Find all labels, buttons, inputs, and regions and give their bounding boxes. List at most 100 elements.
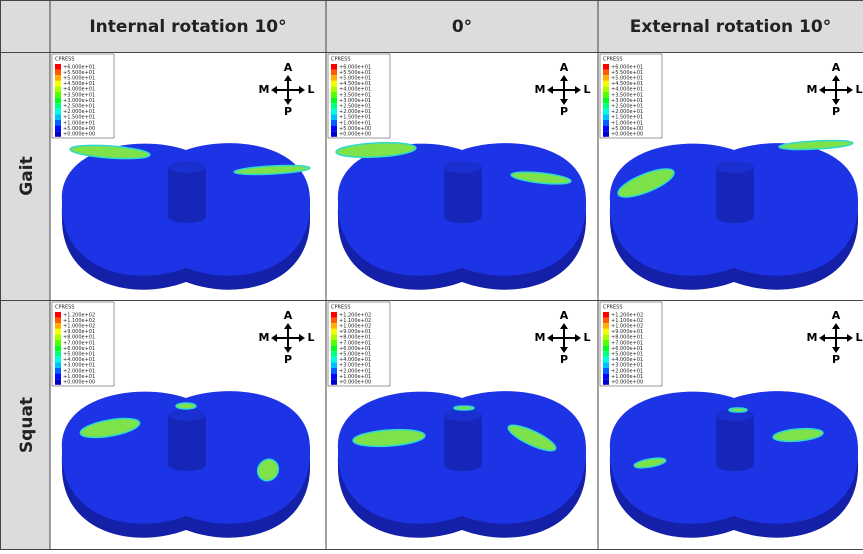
cell: CPRESS+6.000e+01+5.500e+01+5.000e+01+4.5… xyxy=(328,54,591,290)
compass-label: M xyxy=(807,83,818,96)
legend-swatch xyxy=(55,351,61,357)
legend-title: CPRESS xyxy=(603,305,623,311)
legend-title: CPRESS xyxy=(603,57,623,63)
legend-swatch xyxy=(331,323,337,329)
legend-swatch xyxy=(603,126,609,132)
legend-swatch xyxy=(55,368,61,374)
legend-swatch xyxy=(603,334,609,340)
post-body xyxy=(444,167,482,217)
contact-patch xyxy=(454,406,474,410)
legend-label: +0.000e+00 xyxy=(339,132,371,138)
post-base xyxy=(168,459,206,471)
legend-swatch xyxy=(331,312,337,318)
cell: CPRESS+1.200e+02+1.100e+02+1.000e+02+9.0… xyxy=(328,302,591,538)
legend-swatch xyxy=(55,312,61,318)
legend-swatch xyxy=(603,114,609,120)
legend-swatch xyxy=(331,126,337,132)
legend-swatch xyxy=(603,312,609,318)
legend-swatch xyxy=(331,103,337,109)
post-base xyxy=(716,211,754,223)
legend-swatch xyxy=(331,109,337,115)
post-base xyxy=(168,211,206,223)
legend-swatch xyxy=(55,120,61,126)
cell: CPRESS+6.000e+01+5.500e+01+5.000e+01+4.5… xyxy=(52,54,315,290)
legend-swatch xyxy=(603,131,609,137)
legend-swatch xyxy=(603,70,609,76)
figure: Internal rotation 10° 0° External rotation… xyxy=(0,0,863,550)
column-header: Internal rotation 10° xyxy=(89,17,286,37)
legend-swatch xyxy=(55,103,61,109)
compass-label: A xyxy=(284,309,293,322)
compass-label: A xyxy=(832,309,841,322)
legend-swatch xyxy=(55,379,61,385)
legend-swatch xyxy=(331,368,337,374)
legend-swatch xyxy=(55,98,61,104)
legend-swatch xyxy=(55,70,61,76)
legend-swatch xyxy=(55,64,61,70)
legend-swatch xyxy=(331,362,337,368)
compass-label: L xyxy=(583,83,590,96)
cell: CPRESS+6.000e+01+5.500e+01+5.000e+01+4.5… xyxy=(600,54,863,290)
legend-label: +0.000e+00 xyxy=(611,380,643,386)
compass-label: M xyxy=(535,331,546,344)
compass-label: A xyxy=(560,309,569,322)
legend-swatch xyxy=(603,120,609,126)
legend-label: +0.000e+00 xyxy=(611,132,643,138)
legend-swatch xyxy=(55,114,61,120)
legend-title: CPRESS xyxy=(331,305,351,311)
legend-swatch xyxy=(603,81,609,87)
legend-swatch xyxy=(331,98,337,104)
legend-swatch xyxy=(603,109,609,115)
compass-label: A xyxy=(284,61,293,74)
contact-patch xyxy=(176,403,196,409)
legend-swatch xyxy=(55,86,61,92)
legend-title: CPRESS xyxy=(331,57,351,63)
legend-swatch xyxy=(331,86,337,92)
column-header: 0° xyxy=(452,17,472,37)
compass-label: P xyxy=(284,353,292,366)
legend-swatch xyxy=(331,346,337,352)
legend-swatch xyxy=(603,318,609,324)
cell: CPRESS+1.200e+02+1.100e+02+1.000e+02+9.0… xyxy=(600,302,863,538)
compass-label: P xyxy=(560,105,568,118)
post-top xyxy=(444,161,482,173)
legend-swatch xyxy=(55,81,61,87)
legend-swatch xyxy=(55,346,61,352)
legend-swatch xyxy=(331,340,337,346)
legend-swatch xyxy=(603,64,609,70)
post-body xyxy=(716,415,754,465)
compass-label: L xyxy=(855,331,862,344)
legend-swatch xyxy=(603,379,609,385)
compass-label: A xyxy=(832,61,841,74)
legend-swatch xyxy=(603,329,609,335)
legend-swatch xyxy=(331,351,337,357)
legend-swatch xyxy=(55,362,61,368)
compass-label: L xyxy=(855,83,862,96)
legend-label: +0.000e+00 xyxy=(63,132,95,138)
legend-swatch xyxy=(603,92,609,98)
compass-label: L xyxy=(307,83,314,96)
legend-swatch xyxy=(55,109,61,115)
legend-swatch xyxy=(55,92,61,98)
legend-swatch xyxy=(603,374,609,380)
legend-swatch xyxy=(603,75,609,81)
legend-swatch xyxy=(331,329,337,335)
legend-swatch xyxy=(603,357,609,363)
legend-swatch xyxy=(603,351,609,357)
compass-label: M xyxy=(259,331,270,344)
compass-label: P xyxy=(284,105,292,118)
legend-swatch xyxy=(331,75,337,81)
contact-patch xyxy=(729,408,747,412)
column-header: External rotation 10° xyxy=(630,17,831,37)
legend-swatch xyxy=(331,318,337,324)
legend-swatch xyxy=(55,75,61,81)
post-top xyxy=(168,161,206,173)
post-base xyxy=(444,459,482,471)
legend-swatch xyxy=(331,334,337,340)
contact-patch xyxy=(779,139,853,151)
legend-swatch xyxy=(331,131,337,137)
post-base xyxy=(716,459,754,471)
legend-swatch xyxy=(55,323,61,329)
legend-swatch xyxy=(331,64,337,70)
legend-swatch xyxy=(603,340,609,346)
